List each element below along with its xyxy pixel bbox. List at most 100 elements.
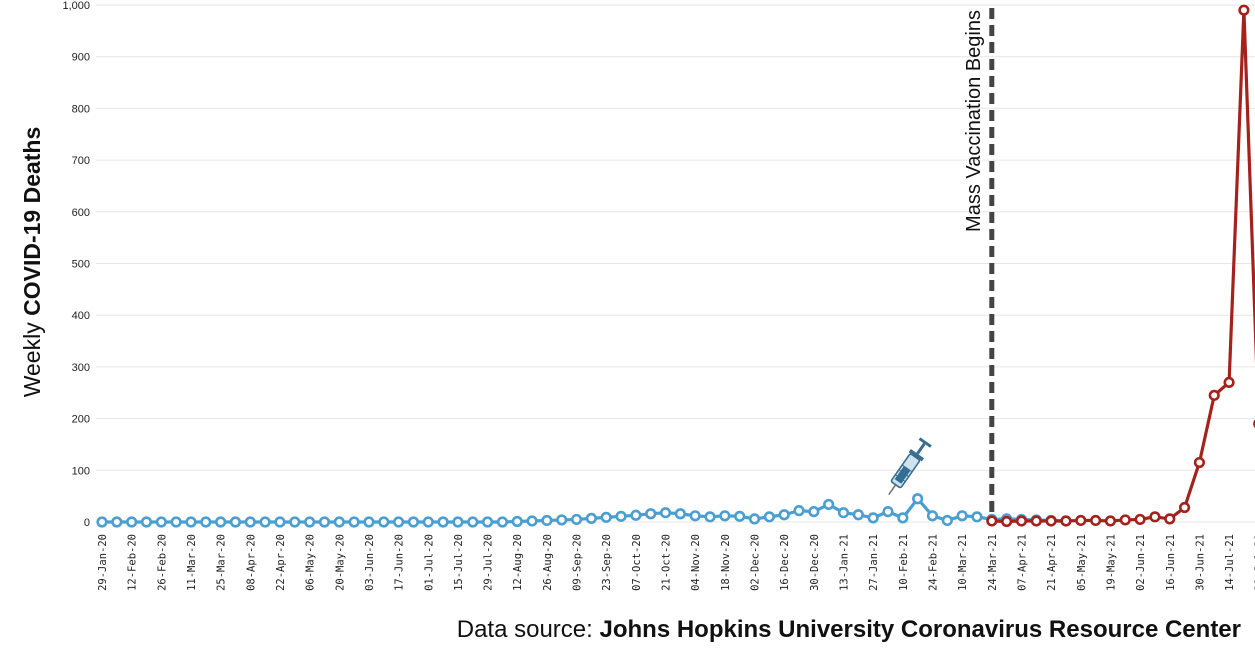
data-point bbox=[630, 509, 642, 521]
data-point bbox=[170, 516, 182, 528]
data-point bbox=[348, 516, 360, 528]
syringe-icon bbox=[888, 437, 932, 496]
x-tick-label: 28-Jul-21 bbox=[1254, 534, 1255, 591]
data-point bbox=[659, 507, 672, 519]
source-name: Johns Hopkins University Coronavirus Res… bbox=[599, 616, 1241, 643]
data-point bbox=[748, 513, 761, 525]
data-point bbox=[986, 515, 998, 527]
data-point bbox=[837, 507, 850, 519]
data-point bbox=[393, 516, 405, 528]
y-tick-label: 800 bbox=[72, 103, 90, 115]
x-tick-label: 29-Jan-20 bbox=[97, 534, 109, 591]
x-tick-label: 12-Aug-20 bbox=[512, 534, 524, 591]
data-point bbox=[496, 516, 509, 528]
data-point bbox=[526, 515, 538, 527]
data-point bbox=[304, 516, 316, 528]
data-point bbox=[808, 506, 820, 518]
data-point bbox=[1208, 389, 1220, 401]
x-tick-label: 21-Oct-20 bbox=[661, 534, 673, 591]
data-point bbox=[422, 516, 434, 528]
x-tick-label: 23-Sep-20 bbox=[601, 534, 613, 591]
data-point bbox=[363, 516, 375, 528]
data-point bbox=[763, 511, 775, 523]
data-source-caption: Data source: Johns Hopkins University Co… bbox=[457, 616, 1241, 644]
x-tick-label: 10-Mar-21 bbox=[957, 534, 969, 591]
series-group bbox=[986, 4, 1255, 528]
data-point bbox=[778, 509, 790, 521]
x-tick-label: 18-Nov-20 bbox=[720, 534, 732, 591]
x-tick-label: 24-Feb-21 bbox=[927, 534, 939, 591]
data-point bbox=[140, 516, 153, 528]
x-tick-label: 08-Apr-20 bbox=[245, 534, 257, 591]
x-tick-label: 14-Jul-21 bbox=[1224, 534, 1236, 591]
x-tick-label: 29-Jul-20 bbox=[483, 534, 495, 591]
data-point bbox=[600, 511, 612, 523]
data-point bbox=[1015, 515, 1028, 527]
y-tick-label: 500 bbox=[72, 259, 90, 271]
x-tick-label: 16-Dec-20 bbox=[779, 534, 791, 591]
data-point bbox=[96, 516, 108, 528]
y-tick-label: 400 bbox=[72, 310, 90, 322]
data-point bbox=[318, 516, 331, 528]
x-tick-label: 07-Oct-20 bbox=[631, 534, 643, 591]
data-point bbox=[719, 510, 731, 522]
data-point bbox=[467, 516, 479, 528]
data-point bbox=[882, 506, 894, 518]
data-point bbox=[1149, 511, 1161, 523]
y-tick-label: 200 bbox=[72, 414, 90, 426]
data-point bbox=[1075, 514, 1087, 527]
y-tick-label: 0 bbox=[84, 517, 90, 529]
x-tick-label: 12-Feb-20 bbox=[127, 534, 139, 591]
x-tick-label: 02-Jun-21 bbox=[1135, 534, 1147, 591]
data-point bbox=[645, 508, 657, 520]
y-axis-ticks: 0 100 200 300 400 500 600 700 800 900 1,000 bbox=[62, 0, 90, 529]
data-point bbox=[556, 514, 568, 526]
x-tick-label: 09-Sep-20 bbox=[572, 534, 584, 591]
vaccination-annotation: Mass Vaccination Begins bbox=[963, 10, 985, 232]
data-point bbox=[1193, 456, 1206, 469]
series bbox=[96, 4, 1255, 528]
y-tick-label: 900 bbox=[72, 52, 90, 64]
data-point bbox=[926, 510, 939, 522]
data-point bbox=[1060, 515, 1072, 527]
data-point bbox=[452, 516, 464, 528]
y-tick-label: 100 bbox=[72, 465, 90, 477]
data-point bbox=[1134, 513, 1146, 526]
data-point bbox=[407, 516, 420, 528]
data-point bbox=[244, 516, 256, 528]
y-axis-label: Weekly COVID-19 Deaths bbox=[19, 127, 45, 398]
data-point bbox=[1030, 515, 1042, 527]
series-group bbox=[96, 493, 1072, 528]
data-point bbox=[941, 514, 953, 527]
x-tick-label: 15-Jul-20 bbox=[453, 534, 465, 591]
data-point bbox=[1001, 515, 1013, 528]
data-point bbox=[481, 516, 494, 528]
y-tick-label: 300 bbox=[72, 362, 90, 374]
data-point bbox=[511, 515, 523, 528]
data-point bbox=[823, 498, 835, 511]
x-tick-label: 13-Jan-21 bbox=[839, 534, 851, 591]
x-tick-label: 17-Jun-20 bbox=[394, 534, 406, 591]
data-point bbox=[912, 493, 924, 505]
x-tick-label: 24-Mar-21 bbox=[987, 534, 999, 591]
data-point bbox=[229, 516, 242, 528]
data-point bbox=[111, 516, 123, 528]
x-tick-label: 26-Feb-20 bbox=[156, 534, 168, 591]
data-point bbox=[615, 510, 627, 522]
y-tick-label: 1,000 bbox=[62, 0, 90, 12]
y-tick-label: 700 bbox=[72, 155, 90, 167]
x-tick-label: 10-Feb-21 bbox=[898, 534, 910, 591]
data-point bbox=[1090, 514, 1102, 527]
data-point bbox=[734, 510, 746, 522]
data-point bbox=[1164, 513, 1176, 525]
data-point bbox=[704, 511, 716, 523]
data-point bbox=[333, 516, 345, 528]
x-tick-label: 01-Jul-20 bbox=[423, 534, 435, 591]
data-point bbox=[1238, 4, 1250, 16]
gridlines bbox=[96, 4, 1255, 523]
x-tick-label: 25-Mar-20 bbox=[216, 534, 228, 591]
data-point bbox=[956, 510, 968, 522]
x-tick-label: 04-Nov-20 bbox=[690, 534, 702, 591]
data-point bbox=[585, 512, 597, 524]
